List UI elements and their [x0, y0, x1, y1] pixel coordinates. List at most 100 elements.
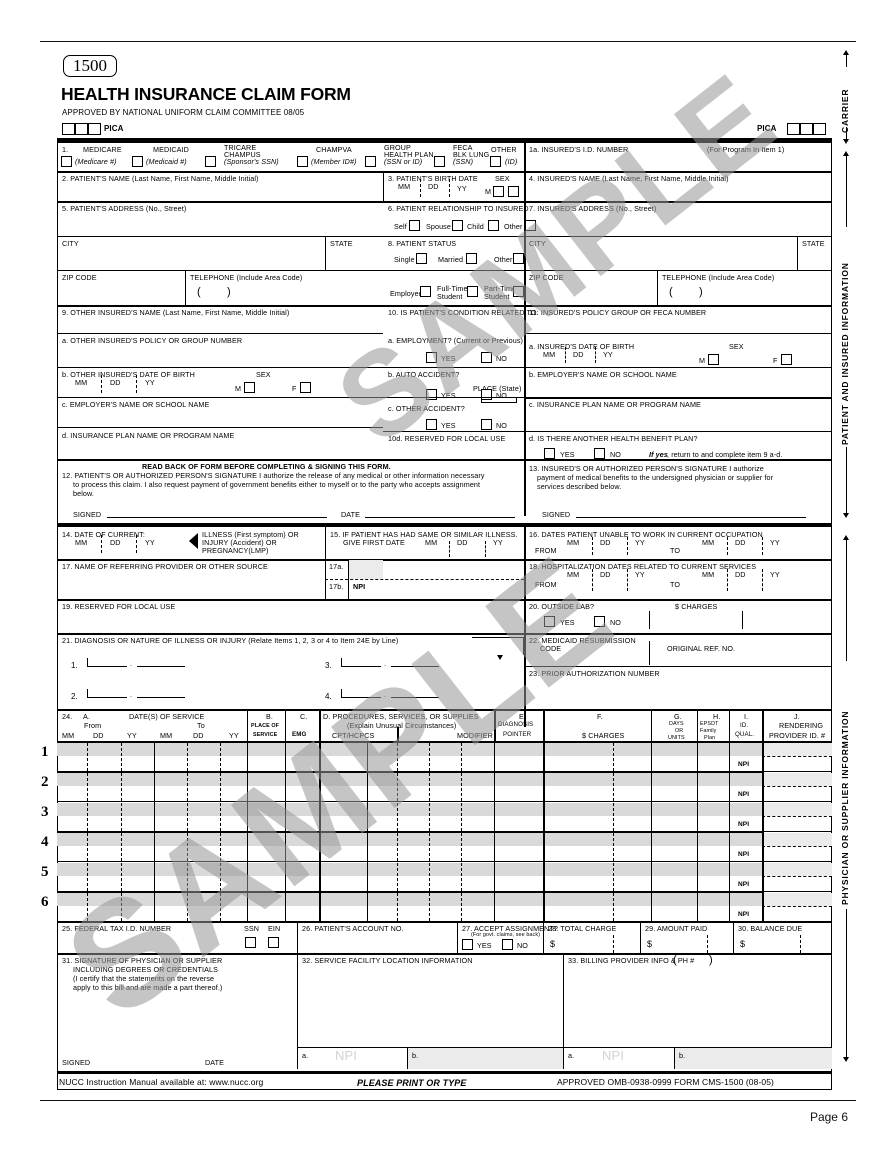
item13-signature-line[interactable]	[576, 517, 806, 518]
pica-left-box-3[interactable]	[88, 123, 101, 135]
item21-line1-field-a[interactable]	[87, 666, 127, 667]
item25-ssn-checkbox[interactable]	[245, 937, 256, 948]
item21-line4-dot: .	[384, 690, 387, 699]
item10b-place-tick-l	[481, 397, 482, 403]
item27-yes-checkbox[interactable]	[462, 939, 473, 950]
item17a-label: 17a.	[329, 562, 344, 571]
item11d-yes-checkbox[interactable]	[544, 448, 555, 459]
item16-dd2: DD	[735, 538, 746, 547]
item21-line3-field-a[interactable]	[341, 666, 381, 667]
item11-label: 11. INSURED'S POLICY GROUP OR FECA NUMBE…	[529, 308, 707, 317]
grid-col-mod3	[461, 743, 462, 921]
service-row-1-shade-j[interactable]	[762, 743, 832, 756]
item8-married-checkbox[interactable]	[466, 253, 477, 264]
pica-right-box-3[interactable]	[813, 123, 826, 135]
item11a-sex-female-checkbox[interactable]	[781, 354, 792, 365]
item33-left-divider	[563, 953, 564, 1069]
item8-employed-checkbox[interactable]	[420, 286, 431, 297]
item1-medicare-checkbox[interactable]	[61, 156, 72, 167]
item1-champva-checkbox[interactable]	[297, 156, 308, 167]
item6-spouse-checkbox[interactable]	[452, 220, 463, 231]
item21-line1-field-b[interactable]	[137, 666, 185, 667]
item28-dollar: $	[550, 939, 556, 949]
item10b-no-checkbox[interactable]	[481, 389, 492, 400]
service-row-6-number: 6	[41, 894, 49, 910]
item12-date-line[interactable]	[365, 517, 515, 518]
pica-left-box-1[interactable]	[62, 123, 75, 135]
item25-ein-checkbox[interactable]	[268, 937, 279, 948]
item24-col-g-l1: DAYS	[669, 721, 684, 727]
pica-left-box-2[interactable]	[75, 123, 88, 135]
service-row-2-shade-j[interactable]	[762, 773, 832, 786]
physician-arrow-up-icon	[843, 535, 849, 540]
item27-no-checkbox[interactable]	[502, 939, 513, 950]
item10c-no-checkbox[interactable]	[481, 419, 492, 430]
item16-from-sep1	[592, 537, 593, 555]
item16-from-sep2	[627, 537, 628, 555]
item21-line2-field-a[interactable]	[87, 697, 127, 698]
item15-dd: DD	[457, 538, 468, 547]
service-row-5-shade[interactable]	[57, 863, 762, 876]
item21-line2-field-b[interactable]	[137, 697, 185, 698]
pica-right-box-1[interactable]	[787, 123, 800, 135]
item24-col-i-left	[729, 709, 730, 741]
item10b-yes-checkbox[interactable]	[426, 389, 437, 400]
item1-feca-checkbox[interactable]	[434, 156, 445, 167]
service-row-4-bottom	[57, 861, 762, 862]
item32-npi-divider	[297, 1047, 563, 1048]
item7-telephone-label: TELEPHONE (Include Area Code)	[662, 273, 775, 282]
item20-no-checkbox[interactable]	[594, 616, 605, 627]
item10b-place-line[interactable]	[481, 402, 517, 403]
item20-yes-checkbox[interactable]	[544, 616, 555, 627]
grid-col-dd2	[220, 743, 221, 921]
service-row-4-shade-j[interactable]	[762, 833, 832, 846]
item16-to-sep2	[762, 537, 763, 555]
item24-col-i-l1: ID.	[740, 722, 749, 729]
item1-group-checkbox[interactable]	[365, 156, 376, 167]
service-row-3-shade-j[interactable]	[762, 803, 832, 816]
item6-other-checkbox[interactable]	[525, 220, 536, 231]
item12-signature-line[interactable]	[107, 517, 327, 518]
row-divider-6	[57, 459, 832, 461]
item10a-no-checkbox[interactable]	[481, 352, 492, 363]
item6-child-checkbox[interactable]	[488, 220, 499, 231]
item9b-sex-female-checkbox[interactable]	[300, 382, 311, 393]
item11a-yy: YY	[603, 350, 613, 359]
item21-line4-field-a[interactable]	[341, 697, 381, 698]
item10c-yes-checkbox[interactable]	[426, 419, 437, 430]
service-row-6-shade-j[interactable]	[762, 893, 832, 906]
item21-line3-field-b[interactable]	[391, 666, 439, 667]
item32-b-shade[interactable]	[408, 1048, 563, 1069]
item17a-qual-shade[interactable]	[349, 560, 383, 579]
item21-line4-field-b[interactable]	[391, 697, 439, 698]
item10c-no-label: NO	[496, 421, 507, 430]
service-row-6-shade[interactable]	[57, 893, 762, 906]
service-row-4-shade[interactable]	[57, 833, 762, 846]
item10a-yes-checkbox[interactable]	[426, 352, 437, 363]
item8-parttime-checkbox[interactable]	[513, 286, 524, 297]
item11a-sex-male-checkbox[interactable]	[708, 354, 719, 365]
pica-right-box-2[interactable]	[800, 123, 813, 135]
item9b-sex-male-checkbox[interactable]	[244, 382, 255, 393]
item33-b-shade[interactable]	[675, 1048, 832, 1069]
item1-champva-sub: (Member ID#)	[311, 157, 357, 166]
item3-sex-male-checkbox[interactable]	[493, 186, 504, 197]
item1-tricare-checkbox[interactable]	[205, 156, 216, 167]
item24-col-g-l2: OR	[675, 728, 684, 734]
item24-col-d-letter: D. PROCEDURES, SERVICES, OR SUPPLIES	[323, 712, 479, 721]
item11a-mm-dd-sep	[565, 347, 566, 363]
item1-medicaid-checkbox[interactable]	[132, 156, 143, 167]
item1-other-checkbox[interactable]	[490, 156, 501, 167]
item3-sex-female-checkbox[interactable]	[508, 186, 519, 197]
service-row-3-shade[interactable]	[57, 803, 762, 816]
service-row-1-shade[interactable]	[57, 743, 762, 756]
item6-self-checkbox[interactable]	[409, 220, 420, 231]
item11d-no-checkbox[interactable]	[594, 448, 605, 459]
service-row-2-shade[interactable]	[57, 773, 762, 786]
item8-single-checkbox[interactable]	[416, 253, 427, 264]
item8-other-checkbox[interactable]	[513, 253, 524, 264]
service-row-5-shade-j[interactable]	[762, 863, 832, 876]
item8-fulltime-checkbox[interactable]	[467, 286, 478, 297]
item7-city-label: CITY	[529, 239, 546, 248]
